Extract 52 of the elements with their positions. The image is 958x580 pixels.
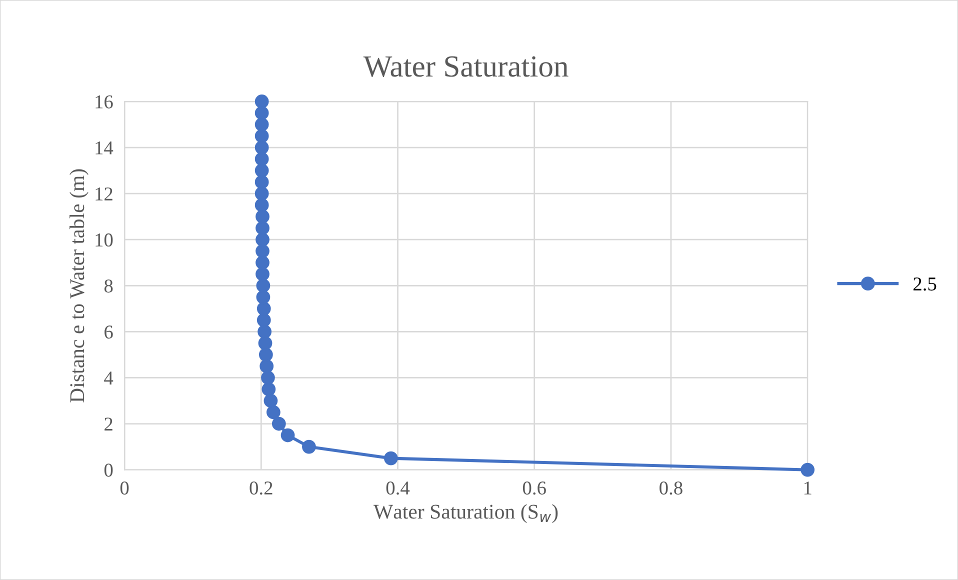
point xyxy=(254,140,269,154)
point xyxy=(266,405,280,420)
point xyxy=(384,451,398,466)
point xyxy=(256,232,270,247)
point xyxy=(258,336,272,350)
point xyxy=(256,267,270,282)
point xyxy=(254,118,269,132)
y-tick-label: 8 xyxy=(104,279,113,293)
y-tick-label: 12 xyxy=(96,187,112,200)
point xyxy=(256,221,270,236)
y-axis-title: Distanc e to Water table (m) xyxy=(70,169,88,402)
legend-label: 2.5 xyxy=(914,278,936,291)
x-tick-label: 0.2 xyxy=(250,481,272,495)
x-tick-label: 0.8 xyxy=(660,481,682,495)
y-tick-label: 6 xyxy=(104,326,113,339)
point xyxy=(280,428,295,442)
point xyxy=(254,186,269,201)
point xyxy=(254,106,269,120)
x-tick-label: 0 xyxy=(120,481,129,495)
point xyxy=(254,152,269,166)
x-axis-title: Water Saturation (S$_{w}$) xyxy=(373,504,558,523)
point xyxy=(258,348,273,362)
chart-title: Water Saturation xyxy=(363,56,568,77)
point xyxy=(261,370,275,385)
y-tick-label: 2 xyxy=(104,418,112,431)
point xyxy=(256,302,271,316)
point xyxy=(256,244,270,258)
point xyxy=(256,278,270,293)
x-tick-label: 1 xyxy=(804,482,812,494)
y-tick-label: 16 xyxy=(96,95,113,108)
y-tick-label: 10 xyxy=(96,233,113,247)
x-tick-label: 0.6 xyxy=(522,481,546,495)
y-tick-label: 0 xyxy=(104,464,113,477)
point xyxy=(256,256,270,270)
point xyxy=(302,440,316,454)
y-tick-label: 14 xyxy=(96,141,114,154)
point xyxy=(254,175,269,190)
point xyxy=(254,94,269,108)
point xyxy=(272,416,286,431)
point xyxy=(264,394,278,408)
x-tick-label: 0.4 xyxy=(386,481,410,495)
point xyxy=(800,462,815,477)
point xyxy=(256,290,270,304)
point xyxy=(258,324,272,339)
point xyxy=(254,129,269,143)
point xyxy=(254,164,269,178)
y-tick-label: 4 xyxy=(104,372,114,384)
point xyxy=(262,382,276,396)
point xyxy=(256,313,271,328)
point xyxy=(260,359,274,374)
point xyxy=(254,198,269,212)
point xyxy=(256,210,270,224)
